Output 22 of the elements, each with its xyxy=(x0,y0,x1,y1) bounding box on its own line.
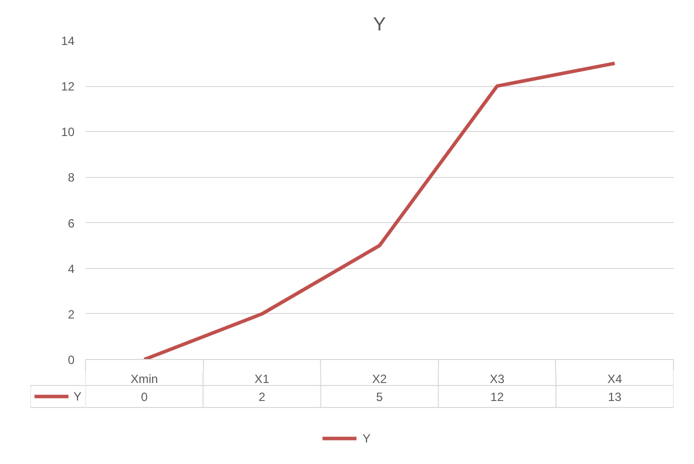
chart-title: Y xyxy=(373,14,386,36)
data-label: 13 xyxy=(608,390,622,404)
x-tick-label: X3 xyxy=(490,372,505,386)
data-label: 12 xyxy=(490,390,504,404)
legend-label: Y xyxy=(74,390,82,404)
line-series xyxy=(142,62,616,360)
text: Y xyxy=(362,432,371,446)
data-label: 2 xyxy=(258,390,266,404)
y-tick-label: 4 xyxy=(68,262,75,276)
data-label: 5 xyxy=(376,390,384,404)
y-tick-label: 0 xyxy=(68,353,75,367)
y-tick-label: 8 xyxy=(68,170,75,185)
x-tick-label: X2 xyxy=(372,372,388,386)
x-tick-label: X1 xyxy=(254,372,270,386)
data-label: 0 xyxy=(140,390,148,404)
x-tick-label: X4 xyxy=(607,372,622,386)
y-tick-label: 2 xyxy=(68,307,75,322)
y-tick-label: 6 xyxy=(68,216,75,230)
y-tick-label: 14 xyxy=(61,34,75,48)
y-tick-label: 10 xyxy=(61,125,75,140)
y-tick-label: 12 xyxy=(61,80,75,94)
x-tick-label: Xmin xyxy=(130,372,158,386)
